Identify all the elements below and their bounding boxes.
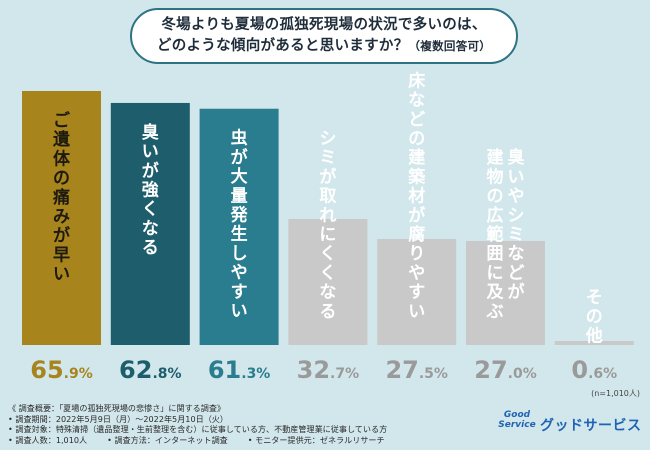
bar-label-2: 臭いが強くなる xyxy=(142,122,159,258)
question-line-1: 冬場よりも夏場の孤独死現場の状況で多いのは、 xyxy=(161,17,487,33)
logo-mark-line-2: Service xyxy=(498,420,536,430)
overview-title: 《 調査概要：「夏場の孤独死現場の悲惨さ」に関する調査》 xyxy=(8,403,226,413)
bar-4 xyxy=(288,218,368,345)
bar-label-7: その他 xyxy=(585,288,603,346)
bar-label-text: その他 xyxy=(585,288,603,346)
overview-period: • 調査期間：2022年5月9日（月）〜2022年5月10日（火） xyxy=(8,413,228,424)
bar-label-text: 建物の広範囲に及ぶ xyxy=(486,147,505,322)
bar-label-3: 虫が大量発生しやすい xyxy=(230,128,249,322)
value-label-3: 61.3% xyxy=(208,356,271,384)
bar-label-text: 臭いやシミなどが xyxy=(508,147,525,302)
bar-6 xyxy=(466,240,545,345)
question-text: どのような傾向があると思いますか？ xyxy=(156,38,409,54)
value-label-4: 32.7% xyxy=(297,356,360,384)
bar-label-text: シミが取れにくくなる xyxy=(319,129,336,322)
bar-label-text: 床などの建築材が腐りやすい xyxy=(407,70,426,321)
value-label-6: 27.0% xyxy=(474,356,537,384)
overview-row-4: • 調査人数：1,010人 • 調査方法：インターネット調査 • モニター提供元：ゼ… xyxy=(8,435,448,446)
sample-size-note: (n=1,010人) xyxy=(591,389,640,398)
logo-mark: Good Service xyxy=(496,410,538,436)
bar-5 xyxy=(377,239,457,345)
bar-label-4: シミが取れにくくなる xyxy=(319,129,336,322)
overview-count: • 調査人数：1,010人 xyxy=(8,434,88,445)
bar-7 xyxy=(554,341,634,345)
question-line-2: どのような傾向があると思いますか？（複数回答可） xyxy=(132,36,516,57)
bar-label-5: 床などの建築材が腐りやすい xyxy=(407,70,426,321)
value-label-2: 62.8% xyxy=(119,356,182,384)
question-note: （複数回答可） xyxy=(408,39,492,53)
logo-name: グッドサービス xyxy=(540,418,642,434)
bar-label-1: ご遺体の痛みが早い xyxy=(53,110,71,285)
bar-label-text: 虫が大量発生しやすい xyxy=(230,128,249,322)
good-service-logo: Good Service グッドサービス xyxy=(496,408,646,438)
question-bubble: 冬場よりも夏場の孤独死現場の状況で多いのは、 どのような傾向があると思いますか？… xyxy=(130,8,518,64)
value-label-5: 27.5% xyxy=(385,356,448,384)
value-label-1: 65.9% xyxy=(30,356,93,384)
overview-target: • 調査対象：特殊清掃（遺品整理・生前整理を含む）に従事している方、不動産管理業… xyxy=(8,424,388,434)
logo-mark-line-1: Good xyxy=(503,410,531,420)
bar-label-text: ご遺体の痛みが早い xyxy=(53,110,71,285)
bar-chart: ご遺体の痛みが早い 臭いが強くなる 虫が大量発生しやすい シミが取れにくくなる 床などの… xyxy=(22,70,640,398)
overview-method: • 調査方法：インターネット調査 xyxy=(107,434,228,445)
value-label-7: 0.6% xyxy=(571,356,617,384)
overview-provider: • モニター提供元：ゼネラルリサーチ xyxy=(247,434,385,445)
bar-3 xyxy=(199,108,279,346)
bar-label-text: 臭いが強くなる xyxy=(142,122,159,258)
survey-overview: 《 調査概要：「夏場の孤独死現場の悲惨さ」に関する調査》 • 調査期間：2022… xyxy=(8,403,448,445)
bar-2 xyxy=(110,102,190,345)
bar-1 xyxy=(22,91,101,345)
